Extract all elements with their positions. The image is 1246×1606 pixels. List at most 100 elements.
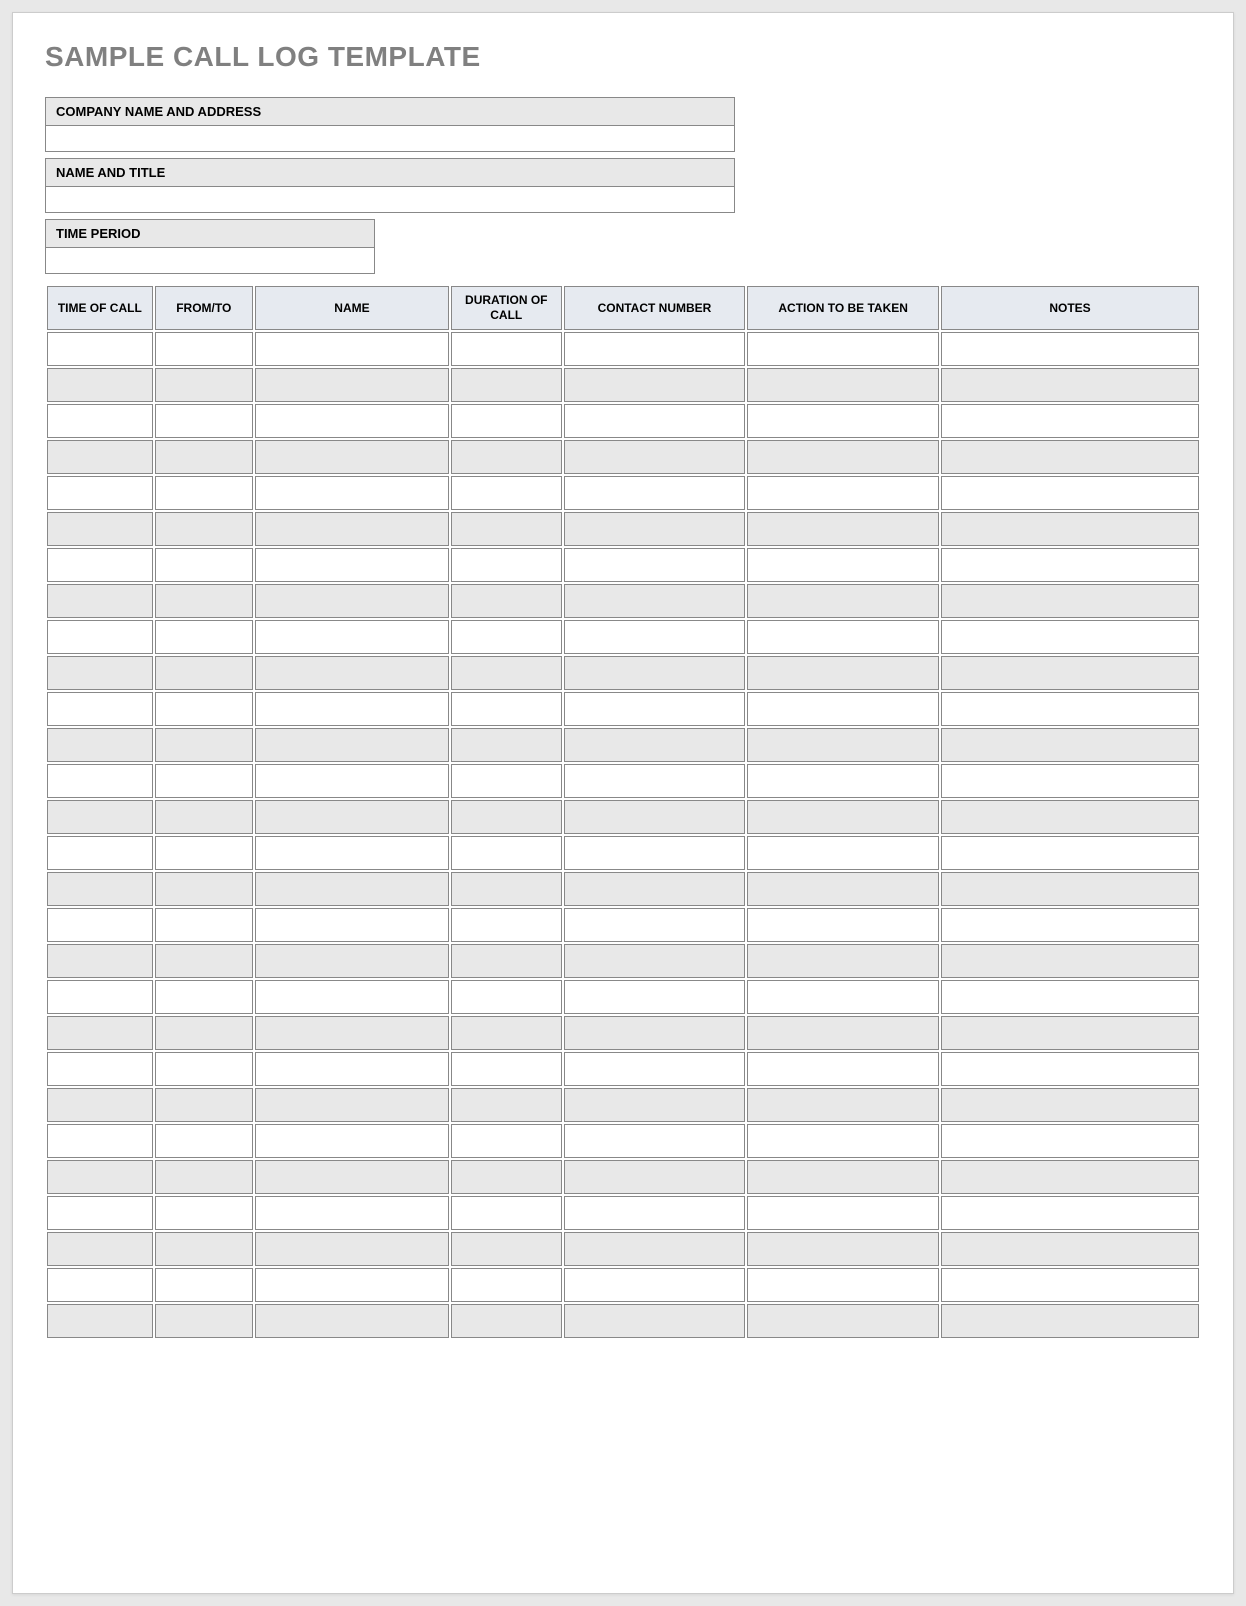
table-cell[interactable] xyxy=(941,620,1199,654)
table-cell[interactable] xyxy=(747,1052,939,1086)
table-cell[interactable] xyxy=(747,332,939,366)
table-cell[interactable] xyxy=(451,368,562,402)
table-cell[interactable] xyxy=(747,656,939,690)
table-cell[interactable] xyxy=(451,620,562,654)
table-cell[interactable] xyxy=(155,764,253,798)
table-cell[interactable] xyxy=(255,728,449,762)
table-cell[interactable] xyxy=(564,800,746,834)
company-value[interactable] xyxy=(45,126,735,152)
table-cell[interactable] xyxy=(155,1304,253,1338)
table-cell[interactable] xyxy=(451,584,562,618)
table-cell[interactable] xyxy=(941,1196,1199,1230)
table-cell[interactable] xyxy=(47,368,153,402)
table-cell[interactable] xyxy=(47,872,153,906)
table-cell[interactable] xyxy=(941,944,1199,978)
table-cell[interactable] xyxy=(47,728,153,762)
table-cell[interactable] xyxy=(47,1304,153,1338)
table-cell[interactable] xyxy=(747,836,939,870)
table-cell[interactable] xyxy=(155,872,253,906)
table-cell[interactable] xyxy=(255,1160,449,1194)
table-cell[interactable] xyxy=(564,836,746,870)
table-cell[interactable] xyxy=(255,836,449,870)
table-cell[interactable] xyxy=(747,1160,939,1194)
table-cell[interactable] xyxy=(255,1268,449,1302)
table-cell[interactable] xyxy=(451,908,562,942)
table-cell[interactable] xyxy=(747,548,939,582)
table-cell[interactable] xyxy=(451,656,562,690)
table-cell[interactable] xyxy=(155,944,253,978)
table-cell[interactable] xyxy=(255,1124,449,1158)
table-cell[interactable] xyxy=(941,980,1199,1014)
table-cell[interactable] xyxy=(564,728,746,762)
table-cell[interactable] xyxy=(155,1124,253,1158)
table-cell[interactable] xyxy=(155,1160,253,1194)
table-cell[interactable] xyxy=(451,1052,562,1086)
table-cell[interactable] xyxy=(255,584,449,618)
table-cell[interactable] xyxy=(451,872,562,906)
table-cell[interactable] xyxy=(255,476,449,510)
table-cell[interactable] xyxy=(47,800,153,834)
time-period-value[interactable] xyxy=(45,248,375,274)
table-cell[interactable] xyxy=(47,944,153,978)
table-cell[interactable] xyxy=(564,692,746,726)
table-cell[interactable] xyxy=(155,332,253,366)
table-cell[interactable] xyxy=(747,1016,939,1050)
table-cell[interactable] xyxy=(47,548,153,582)
table-cell[interactable] xyxy=(451,1232,562,1266)
table-cell[interactable] xyxy=(255,548,449,582)
table-cell[interactable] xyxy=(747,944,939,978)
table-cell[interactable] xyxy=(451,728,562,762)
table-cell[interactable] xyxy=(747,980,939,1014)
table-cell[interactable] xyxy=(451,1268,562,1302)
table-cell[interactable] xyxy=(47,656,153,690)
table-cell[interactable] xyxy=(451,800,562,834)
table-cell[interactable] xyxy=(564,1052,746,1086)
name-title-value[interactable] xyxy=(45,187,735,213)
table-cell[interactable] xyxy=(255,800,449,834)
table-cell[interactable] xyxy=(747,368,939,402)
table-cell[interactable] xyxy=(747,1304,939,1338)
table-cell[interactable] xyxy=(255,692,449,726)
table-cell[interactable] xyxy=(451,980,562,1014)
table-cell[interactable] xyxy=(47,1124,153,1158)
table-cell[interactable] xyxy=(47,908,153,942)
table-cell[interactable] xyxy=(47,1088,153,1122)
table-cell[interactable] xyxy=(747,476,939,510)
table-cell[interactable] xyxy=(255,908,449,942)
table-cell[interactable] xyxy=(255,656,449,690)
table-cell[interactable] xyxy=(47,1052,153,1086)
table-cell[interactable] xyxy=(451,404,562,438)
table-cell[interactable] xyxy=(941,656,1199,690)
table-cell[interactable] xyxy=(155,800,253,834)
table-cell[interactable] xyxy=(155,1052,253,1086)
table-cell[interactable] xyxy=(451,512,562,546)
table-cell[interactable] xyxy=(155,1268,253,1302)
table-cell[interactable] xyxy=(941,332,1199,366)
table-cell[interactable] xyxy=(564,1232,746,1266)
table-cell[interactable] xyxy=(747,728,939,762)
table-cell[interactable] xyxy=(564,368,746,402)
table-cell[interactable] xyxy=(47,512,153,546)
table-cell[interactable] xyxy=(155,836,253,870)
table-cell[interactable] xyxy=(451,1304,562,1338)
table-cell[interactable] xyxy=(47,836,153,870)
table-cell[interactable] xyxy=(747,1088,939,1122)
table-cell[interactable] xyxy=(941,1268,1199,1302)
table-cell[interactable] xyxy=(255,764,449,798)
table-cell[interactable] xyxy=(47,764,153,798)
table-cell[interactable] xyxy=(255,620,449,654)
table-cell[interactable] xyxy=(451,1088,562,1122)
table-cell[interactable] xyxy=(451,692,562,726)
table-cell[interactable] xyxy=(155,656,253,690)
table-cell[interactable] xyxy=(747,692,939,726)
table-cell[interactable] xyxy=(941,440,1199,474)
table-cell[interactable] xyxy=(564,872,746,906)
table-cell[interactable] xyxy=(47,1268,153,1302)
table-cell[interactable] xyxy=(564,1304,746,1338)
table-cell[interactable] xyxy=(47,692,153,726)
table-cell[interactable] xyxy=(564,908,746,942)
table-cell[interactable] xyxy=(564,404,746,438)
table-cell[interactable] xyxy=(155,404,253,438)
table-cell[interactable] xyxy=(47,332,153,366)
table-cell[interactable] xyxy=(255,440,449,474)
